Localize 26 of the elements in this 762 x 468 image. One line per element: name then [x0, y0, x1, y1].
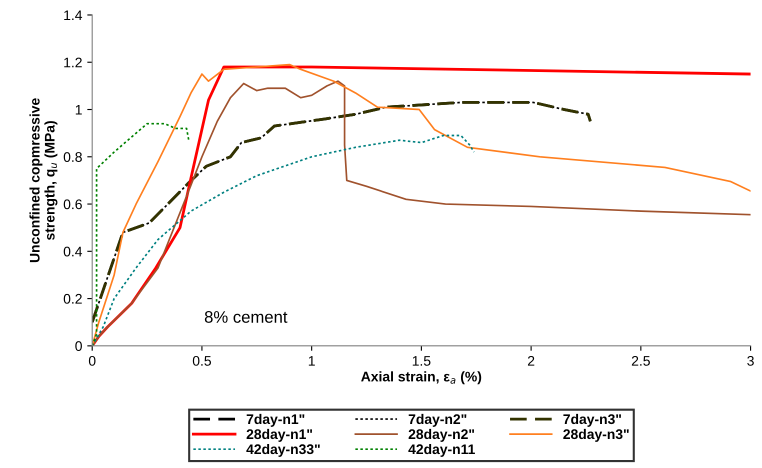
y-axis-title: Unconfined copmressive strength, q$_{u}$ (MPa)	[29, 98, 58, 262]
legend-label: 7day-n1"	[246, 414, 304, 427]
annotation: 8% cement	[204, 311, 288, 323]
x-tick-label: 2	[528, 356, 534, 366]
legend-label: 42day-n33"	[246, 444, 320, 457]
x-tick-label: 3	[747, 356, 754, 366]
legend-label: 28day-n1"	[246, 428, 312, 442]
legend-label: 7day-n3"	[563, 414, 621, 427]
y-tick-label: 0.6	[64, 199, 82, 210]
x-tick-label: 0.5	[192, 356, 211, 366]
legend-label: 42day-n11	[408, 444, 475, 457]
y-tick-label: 1.2	[64, 58, 82, 68]
x-tick-label: 1	[308, 356, 315, 366]
x-axis-title: Axial strain, ε$_{a}$ (%)	[361, 371, 482, 384]
x-tick-label: 2.5	[632, 356, 650, 366]
y-tick-label: 0.4	[64, 246, 82, 256]
y-tick-label: 0	[75, 341, 82, 352]
x-tick-label: 1.5	[412, 356, 430, 366]
y-tick-label: 1.4	[64, 10, 82, 20]
y-tick-label: 0.2	[64, 294, 82, 304]
x-tick-label: 0	[88, 356, 96, 366]
legend-label: 28day-n3"	[563, 428, 629, 442]
legend-label: 7day-n2"	[408, 414, 466, 427]
y-tick-label: 1	[76, 104, 82, 115]
legend-label: 28day-n2"	[408, 428, 474, 442]
y-tick-label: 0.8	[64, 152, 82, 162]
